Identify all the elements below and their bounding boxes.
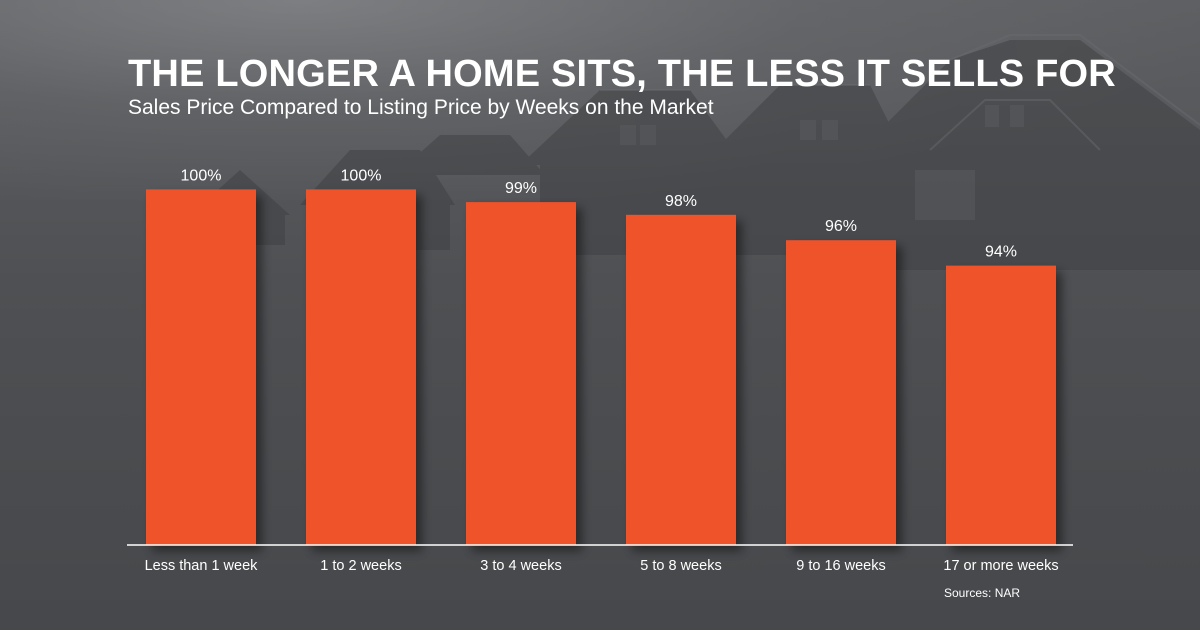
value-label-5: 96%	[825, 218, 857, 235]
category-label-2: 1 to 2 weeks	[320, 558, 401, 574]
value-label-3: 99%	[505, 180, 537, 197]
category-label-5: 9 to 16 weeks	[796, 558, 885, 574]
value-label-4: 98%	[665, 193, 697, 210]
category-label-3: 3 to 4 weeks	[480, 558, 561, 574]
category-label-1: Less than 1 week	[145, 558, 259, 574]
source-note: Sources: NAR	[944, 586, 1021, 600]
value-label-6: 94%	[985, 244, 1017, 261]
bar-5	[786, 240, 896, 545]
category-label-6: 17 or more weeks	[943, 558, 1058, 574]
bar-3	[466, 202, 576, 545]
bar-2	[306, 189, 416, 545]
chart-title: THE LONGER A HOME SITS, THE LESS IT SELL…	[128, 53, 1116, 95]
value-label-1: 100%	[181, 167, 222, 184]
bar-4	[626, 214, 736, 546]
chart-subtitle: Sales Price Compared to Listing Price by…	[128, 96, 714, 119]
value-label-2: 100%	[341, 167, 382, 184]
bar-6	[946, 265, 1056, 545]
bar-1	[146, 189, 256, 545]
category-label-4: 5 to 8 weeks	[640, 558, 721, 574]
